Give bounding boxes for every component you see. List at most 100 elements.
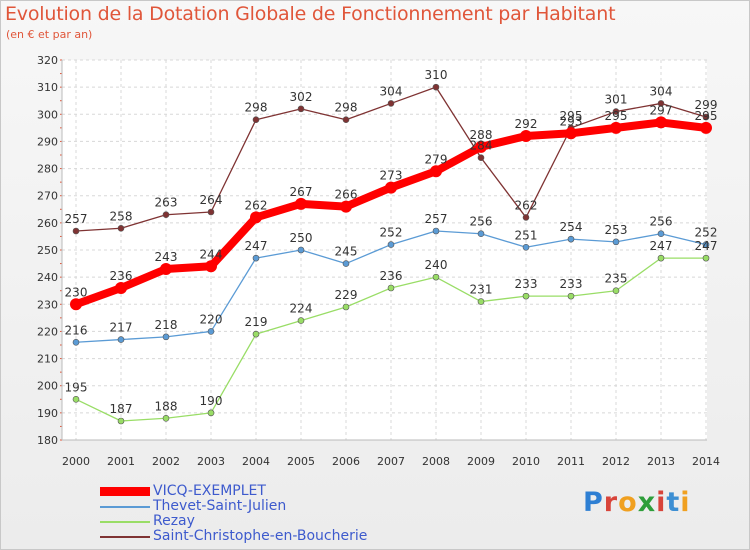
data-label: 262 <box>515 198 538 212</box>
data-point <box>342 303 350 311</box>
data-label: 243 <box>155 250 178 264</box>
data-label: 295 <box>605 109 628 123</box>
data-label: 254 <box>560 220 583 234</box>
y-tick-label: 240 <box>37 271 58 284</box>
logo-letter: i <box>680 487 691 518</box>
data-point <box>655 116 667 129</box>
data-label: 279 <box>425 152 448 166</box>
data-label: 304 <box>650 84 673 98</box>
x-tick-label: 2012 <box>602 455 630 468</box>
data-point <box>522 292 530 300</box>
data-point <box>205 260 217 273</box>
data-label: 310 <box>425 68 448 82</box>
data-label: 236 <box>380 269 403 283</box>
legend-swatch <box>100 506 150 508</box>
data-label: 301 <box>605 93 628 107</box>
data-point <box>475 140 487 153</box>
logo-letter: i <box>656 487 667 518</box>
legend-swatch <box>100 487 150 496</box>
legend-label: VICQ-EXEMPLET <box>153 483 266 499</box>
data-label: 229 <box>335 288 358 302</box>
data-point <box>115 282 127 294</box>
data-point <box>567 292 575 300</box>
x-tick-label: 2000 <box>62 455 90 468</box>
data-label: 195 <box>65 380 88 394</box>
data-point <box>702 241 710 248</box>
data-label: 293 <box>560 114 583 128</box>
data-point <box>387 100 395 107</box>
y-tick-label: 320 <box>37 54 58 67</box>
legend-label: Thevet-Saint-Julien <box>153 498 287 514</box>
data-point <box>72 227 80 235</box>
data-point <box>612 287 620 295</box>
data-point <box>385 181 397 194</box>
data-point <box>567 235 575 243</box>
data-label: 230 <box>65 285 88 299</box>
data-label: 256 <box>470 215 493 229</box>
y-tick-label: 300 <box>37 108 58 121</box>
data-point <box>342 260 350 267</box>
y-tick-label: 220 <box>37 325 58 338</box>
data-point <box>565 127 577 140</box>
data-point <box>207 328 215 335</box>
data-label: 247 <box>650 239 673 253</box>
data-point <box>162 211 170 219</box>
data-label: 188 <box>155 399 178 413</box>
y-tick-label: 190 <box>37 407 58 420</box>
legend-label: Saint-Christophe-en-Boucherie <box>153 528 368 544</box>
data-point <box>72 338 80 346</box>
x-tick-label: 2008 <box>422 455 450 468</box>
data-point <box>432 227 440 235</box>
data-point <box>250 211 262 224</box>
y-tick-label: 180 <box>37 434 58 447</box>
data-label: 299 <box>695 98 718 112</box>
data-label: 302 <box>290 90 313 104</box>
data-label: 253 <box>605 223 628 237</box>
data-label: 262 <box>245 198 268 212</box>
y-tick-label: 210 <box>37 353 58 366</box>
data-point <box>297 246 305 254</box>
x-tick-label: 2014 <box>692 455 720 468</box>
data-point <box>295 197 307 210</box>
legend-label: Rezay <box>153 513 195 529</box>
data-point <box>520 130 532 142</box>
data-label: 298 <box>245 101 268 115</box>
data-label: 250 <box>290 231 313 245</box>
data-label: 297 <box>650 103 673 117</box>
data-point <box>702 113 710 121</box>
data-point <box>522 214 530 221</box>
data-label: 257 <box>65 212 88 226</box>
data-label: 217 <box>110 321 133 335</box>
data-point <box>432 83 440 91</box>
data-label: 258 <box>110 209 133 223</box>
x-tick-label: 2007 <box>377 455 405 468</box>
data-label: 235 <box>605 272 628 286</box>
chart-subtitle: (en € et par an) <box>6 28 93 41</box>
x-tick-label: 2011 <box>557 455 585 468</box>
logo-letter: x <box>637 487 657 518</box>
data-label: 251 <box>515 228 538 242</box>
x-tick-label: 2002 <box>152 455 180 468</box>
y-tick-label: 280 <box>37 163 58 176</box>
x-tick-label: 2006 <box>332 455 360 468</box>
data-label: 295 <box>695 109 718 123</box>
data-label: 247 <box>695 239 718 253</box>
x-tick-label: 2009 <box>467 455 495 468</box>
data-point <box>702 254 710 262</box>
data-label: 257 <box>425 212 448 226</box>
data-label: 190 <box>200 394 223 408</box>
proxiti-logo: Proxiti <box>583 487 691 518</box>
y-tick-label: 310 <box>37 81 58 94</box>
x-tick-label: 2004 <box>242 455 270 468</box>
x-tick-label: 2003 <box>197 455 225 468</box>
data-point <box>297 105 305 113</box>
legend-swatch <box>100 521 150 523</box>
data-label: 263 <box>155 196 178 210</box>
data-point <box>522 243 530 251</box>
data-point <box>252 254 260 262</box>
y-tick-label: 260 <box>37 217 58 230</box>
data-label: 252 <box>695 226 718 240</box>
data-label: 298 <box>335 101 358 115</box>
data-point <box>657 230 665 238</box>
